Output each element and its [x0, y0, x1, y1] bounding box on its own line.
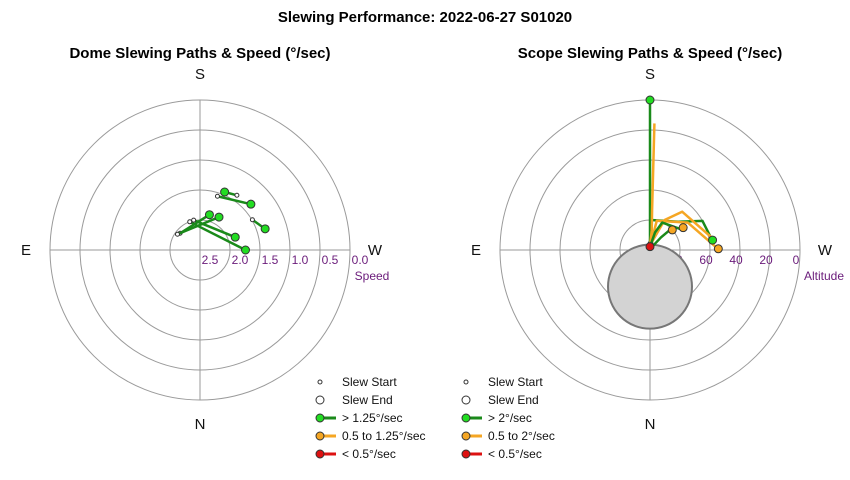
dome-slew-end — [230, 232, 240, 242]
dome-slew-path — [193, 219, 236, 239]
radial-tick-label: 60 — [699, 253, 713, 267]
dome-slew-path — [217, 195, 252, 206]
dome-slew-end — [220, 187, 230, 197]
dome-legend: Slew Start Slew End > 1.25°/sec 0.5 to 1.25… — [315, 375, 426, 461]
dome-compass-bottom: N — [195, 416, 206, 433]
dome-data — [174, 187, 270, 255]
dome-slew-path — [189, 220, 247, 252]
radial-tick-label: 1.0 — [292, 253, 309, 267]
scope-slew-end — [645, 95, 655, 105]
dome-slew-start — [187, 219, 193, 225]
dome-slew-start — [234, 192, 240, 198]
legend-label: < 0.5°/sec — [342, 447, 396, 461]
scope-radial-ticks: 806040200 — [669, 253, 799, 267]
dome-compass-right: W — [368, 242, 383, 259]
dome-slew-start — [249, 217, 255, 223]
legend-label: > 2°/sec — [488, 411, 532, 425]
legend-label: 0.5 to 1.25°/sec — [342, 429, 426, 443]
radial-tick-label: 40 — [729, 253, 743, 267]
legend-swatch-start — [463, 379, 469, 385]
scope-radial-label: Altitude — [804, 269, 844, 283]
dome-slew-start — [174, 231, 180, 237]
scope-data — [607, 95, 723, 330]
dome-slew-end — [214, 212, 224, 222]
legend-label: Slew Start — [342, 375, 397, 389]
legend-swatch-marker — [461, 413, 471, 423]
dome-title: Dome Slewing Paths & Speed (°/sec) — [69, 45, 330, 62]
scope-panel: Scope Slewing Paths & Speed (°/sec) S N … — [461, 45, 844, 461]
radial-tick-label: 0 — [793, 253, 800, 267]
scope-slew-end — [667, 225, 677, 235]
scope-slew-path — [650, 210, 713, 245]
legend-label: Slew Start — [488, 375, 543, 389]
scope-compass-bottom: N — [645, 416, 656, 433]
radial-tick-label: 0.5 — [322, 253, 339, 267]
legend-swatch-start — [317, 379, 323, 385]
scope-slew-end — [708, 235, 718, 245]
dome-slew-start — [214, 193, 220, 199]
legend-swatch-end — [461, 395, 471, 405]
legend-label: 0.5 to 2°/sec — [488, 429, 555, 443]
scope-compass-right: W — [818, 242, 833, 259]
dome-slew-end — [246, 199, 256, 209]
legend-label: > 1.25°/sec — [342, 411, 403, 425]
radial-tick-label: 0.0 — [352, 253, 369, 267]
dome-slew-start — [191, 217, 197, 223]
legend-swatch-marker — [315, 413, 325, 423]
dome-slew-end — [241, 245, 250, 255]
radial-tick-label: 20 — [759, 253, 773, 267]
scope-exclusion-zone — [607, 243, 693, 330]
radial-tick-label: 2.5 — [202, 253, 219, 267]
legend-label: < 0.5°/sec — [488, 447, 542, 461]
scope-slew-end — [713, 244, 723, 254]
scope-compass-left: E — [471, 242, 481, 259]
dome-grid — [49, 99, 351, 401]
scope-title: Scope Slewing Paths & Speed (°/sec) — [518, 45, 782, 62]
dome-compass-top: S — [195, 66, 205, 83]
scope-slew-path — [648, 123, 656, 247]
legend-label: Slew End — [488, 393, 539, 407]
radial-tick-label: 1.5 — [262, 253, 279, 267]
dome-compass-left: E — [21, 242, 31, 259]
dome-radial-label: Speed — [355, 269, 390, 283]
dome-panel: Dome Slewing Paths & Speed (°/sec) S N E… — [21, 45, 426, 461]
scope-slew-end — [678, 223, 688, 233]
dome-slew-end — [260, 224, 270, 234]
main-title: Slewing Performance: 2022-06-27 S01020 — [277, 9, 573, 26]
dome-slew-end — [204, 210, 214, 220]
legend-swatch-marker — [461, 431, 471, 441]
dome-radial-ticks: 2.5 2.0 1.5 1.0 0.5 0.0 — [202, 253, 369, 267]
legend-swatch-marker — [315, 431, 325, 441]
radial-tick-label: 2.0 — [232, 253, 249, 267]
legend-swatch-marker — [315, 449, 325, 459]
legend-swatch-end — [315, 395, 325, 405]
scope-compass-top: S — [645, 66, 655, 83]
legend-label: Slew End — [342, 393, 393, 407]
scope-legend: Slew Start Slew End > 2°/sec 0.5 to 2°/sec <… — [461, 375, 555, 461]
scope-slew-end — [645, 242, 655, 252]
legend-swatch-marker — [461, 449, 471, 459]
